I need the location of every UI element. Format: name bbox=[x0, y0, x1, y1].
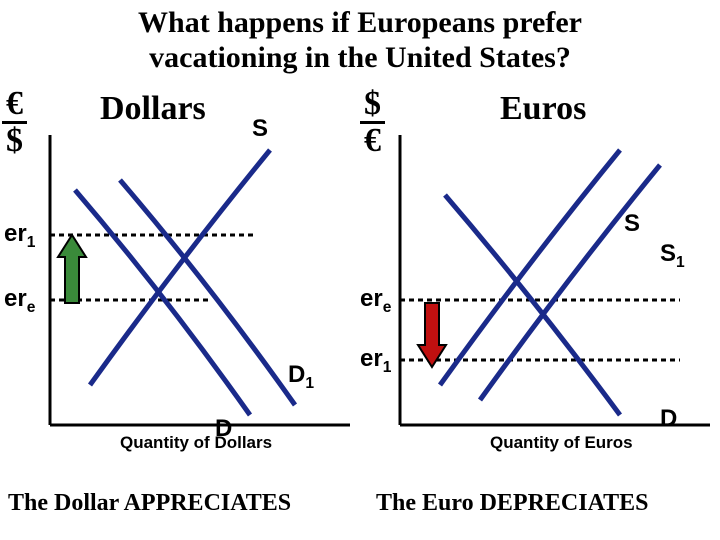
left-caption: The Dollar APPRECIATES bbox=[8, 490, 291, 517]
right-caption: The Euro DEPRECIATES bbox=[376, 490, 649, 517]
panels-row: € $ Dollars S D1 D er1 bbox=[0, 85, 720, 465]
right-x-axis-label: Quantity of Euros bbox=[490, 433, 633, 453]
right-supply1-curve bbox=[480, 165, 660, 400]
left-x-axis-label: Quantity of Dollars bbox=[120, 433, 272, 453]
right-demand-curve bbox=[445, 195, 620, 415]
left-er1-label: er1 bbox=[4, 220, 35, 252]
left-arrow-icon bbox=[58, 235, 86, 303]
page-title: What happens if Europeans prefer vacatio… bbox=[0, 0, 720, 75]
title-line-1: What happens if Europeans prefer bbox=[138, 6, 582, 39]
left-demand-curve bbox=[75, 190, 250, 415]
right-arrow-icon bbox=[418, 303, 446, 367]
right-supply-label: S bbox=[624, 210, 640, 238]
left-supply-label: S bbox=[252, 115, 268, 143]
left-supply-curve bbox=[90, 150, 270, 385]
left-ere-label: ere bbox=[4, 285, 35, 317]
right-panel: $ € Euros S S1 D ere bbox=[360, 85, 720, 465]
left-demand1-label: D1 bbox=[288, 361, 314, 393]
left-demand1-curve bbox=[120, 180, 295, 405]
right-ere-label: ere bbox=[360, 285, 391, 317]
right-supply1-label: S1 bbox=[660, 240, 685, 272]
left-panel: € $ Dollars S D1 D er1 bbox=[0, 85, 360, 465]
right-supply-curve bbox=[440, 150, 620, 385]
title-line-2: vacationing in the United States? bbox=[149, 41, 571, 74]
right-er1-label: er1 bbox=[360, 345, 391, 377]
right-demand-label: D bbox=[660, 405, 677, 433]
